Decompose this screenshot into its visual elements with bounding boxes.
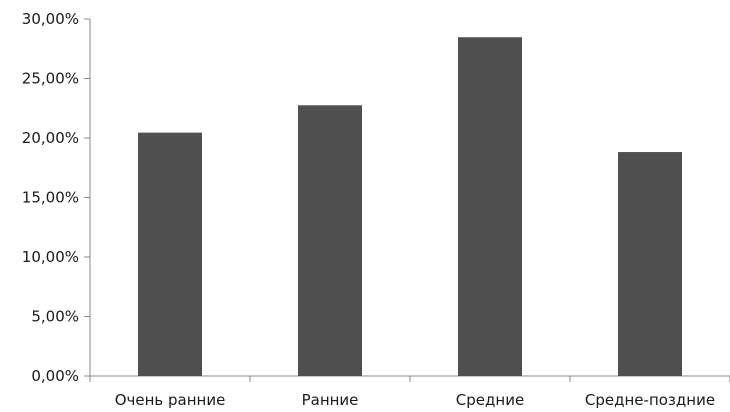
x-tick-label: Средне-поздние [585,391,715,409]
y-tick-label: 0,00% [31,367,79,385]
y-tick-label: 25,00% [22,70,79,88]
y-tick-label: 5,00% [31,308,79,326]
bar [458,37,522,376]
y-tick-label: 20,00% [22,129,79,147]
bar [138,132,202,376]
y-tick-label: 10,00% [22,248,79,266]
bars [138,37,682,377]
x-tick-label: Ранние [302,391,359,409]
bar [298,105,362,377]
x-tick-label: Очень ранние [115,391,226,409]
x-axis: Очень ранние Ранние Средние Средне-поздние [89,375,730,409]
y-axis: 0,00% 5,00% 10,00% 15,00% 20,00% 25,00% 30,00% [22,10,91,385]
x-tick-label: Средние [456,391,524,409]
bar [618,152,682,376]
y-tick-label: 15,00% [22,189,79,207]
y-tick-label: 30,00% [22,10,79,28]
